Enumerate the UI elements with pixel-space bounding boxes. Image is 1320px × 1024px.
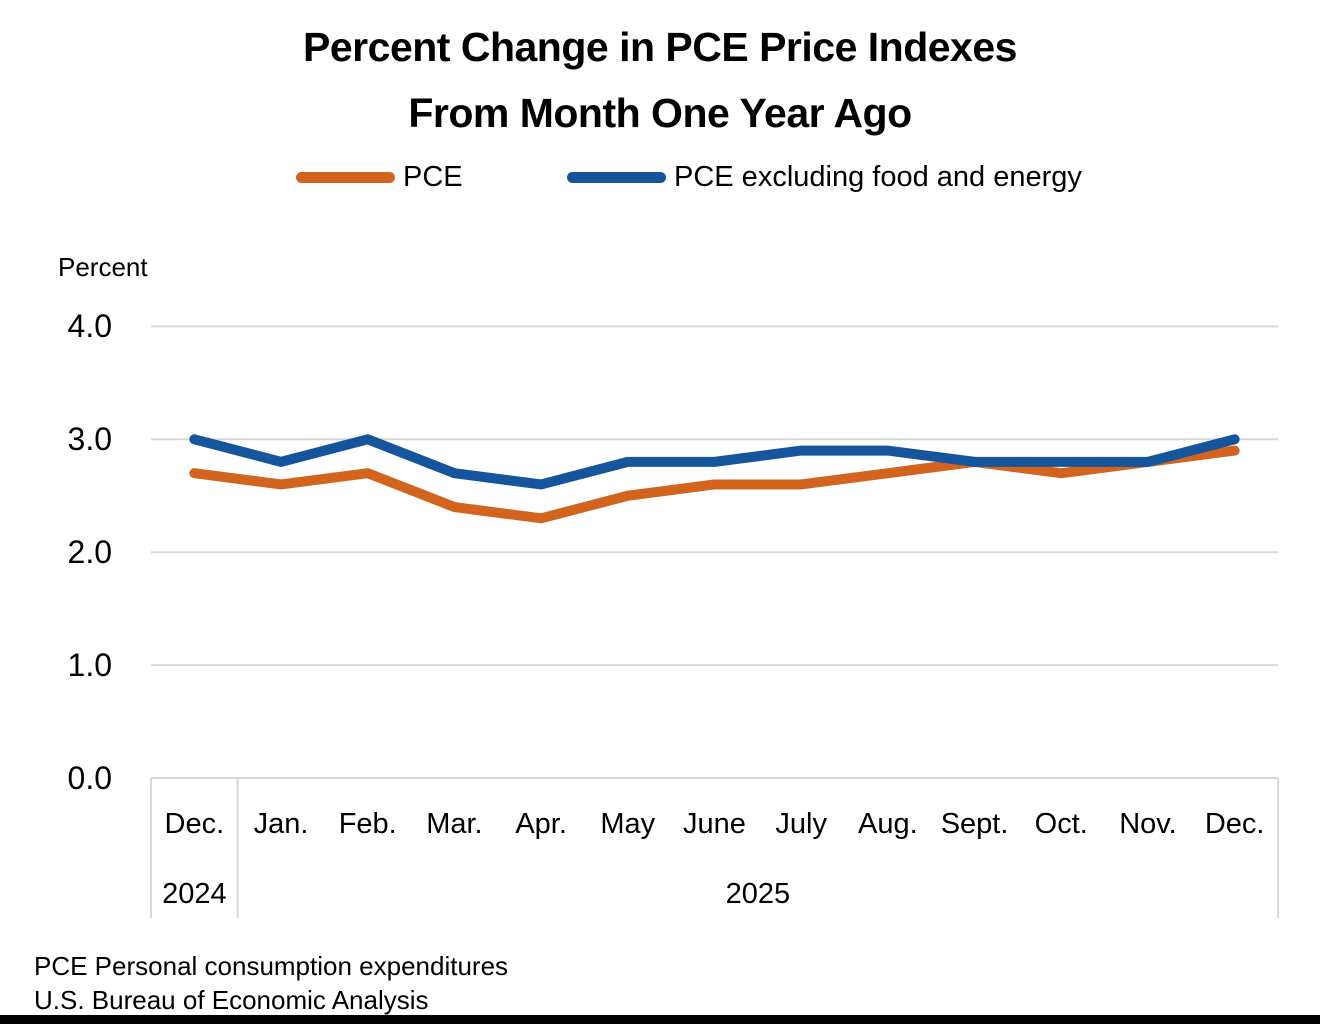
bottom-bar [0, 1015, 1320, 1024]
legend-item-core-pce: PCE excluding food and energy [567, 162, 1082, 192]
x-axis-year-label: 2025 [725, 878, 791, 910]
y-tick-label: 2.0 [67, 534, 112, 571]
legend-item-pce: PCE [296, 162, 463, 192]
legend-swatch-pce-icon [296, 171, 395, 183]
x-tick-label-month: Mar. [426, 808, 483, 840]
chart-title-line2: From Month One Year Ago [408, 90, 912, 136]
series-line-pce-excluding-food-and-energy [189, 434, 1240, 490]
source-attribution: U.S. Bureau of Economic Analysis [34, 985, 429, 1015]
legend-swatch-core-pce-icon [567, 171, 666, 183]
x-axis-year-label: 2024 [162, 878, 227, 910]
y-tick-label: 4.0 [67, 308, 112, 345]
y-axis-title: Percent [58, 252, 148, 282]
x-tick-label-month: Jan. [253, 808, 309, 840]
x-tick-label-month: Dec. [164, 808, 225, 840]
x-tick-label-month: July [775, 808, 827, 840]
y-tick-label: 0.0 [67, 760, 112, 796]
x-tick-label-month: Sept. [940, 808, 1009, 840]
x-tick-label-month: Nov. [1119, 808, 1177, 840]
legend-label-pce: PCE [403, 161, 463, 193]
y-tick-label: 3.0 [67, 421, 112, 458]
y-tick-label: 1.0 [67, 647, 112, 684]
x-tick-label-month: Apr. [515, 808, 567, 840]
x-tick-label-month: May [600, 808, 656, 840]
x-tick-label-month: Feb. [338, 808, 397, 840]
x-tick-label-month: Aug. [858, 808, 918, 840]
series-line-pce [189, 445, 1240, 524]
x-tick-label-month: Oct. [1034, 808, 1088, 840]
x-tick-label-month: June [683, 808, 746, 840]
legend-label-core-pce: PCE excluding food and energy [674, 161, 1082, 193]
x-tick-label-month: Dec. [1204, 808, 1265, 840]
chart-title: Percent Change in PCE Price Indexes From… [0, 14, 1320, 146]
footnote-pce-definition: PCE Personal consumption expenditures [34, 951, 509, 981]
chart-title-line1: Percent Change in PCE Price Indexes [303, 24, 1017, 70]
